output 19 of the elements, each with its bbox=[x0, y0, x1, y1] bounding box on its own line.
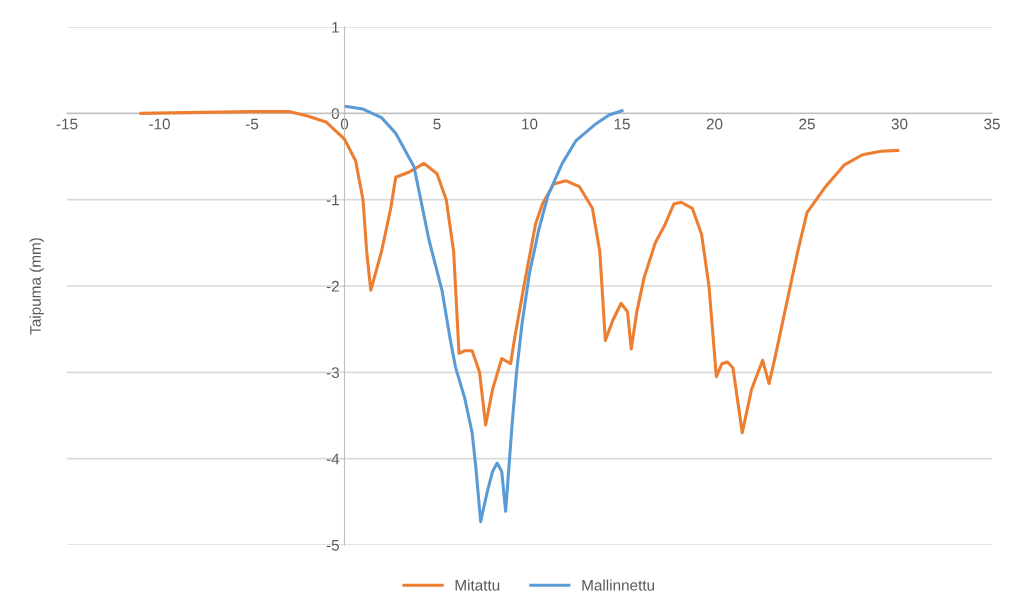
x-tick-label: 35 bbox=[984, 118, 1000, 130]
y-axis-title: Taipuma (mm) bbox=[29, 238, 44, 335]
x-tick-label: 10 bbox=[522, 118, 538, 130]
x-tick-label: -10 bbox=[149, 118, 170, 130]
y-tick-label: -5 bbox=[326, 540, 339, 551]
x-tick-label: 25 bbox=[799, 118, 815, 130]
y-tick-label: -4 bbox=[326, 453, 340, 465]
y-tick-label: 1 bbox=[332, 22, 339, 33]
legend-label: Mitattu bbox=[455, 579, 500, 591]
y-tick-label: -3 bbox=[326, 367, 339, 379]
x-tick-label: -5 bbox=[245, 118, 259, 130]
x-tick-label: 30 bbox=[891, 118, 908, 130]
y-tick-label: -1 bbox=[326, 194, 339, 206]
x-tick-label: 5 bbox=[433, 118, 441, 130]
legend-label: Mallinnettu bbox=[582, 579, 655, 591]
x-tick-label: 15 bbox=[614, 118, 630, 130]
x-tick-label: -15 bbox=[56, 118, 78, 130]
x-tick-label: 20 bbox=[706, 118, 723, 130]
y-tick-label: -2 bbox=[326, 280, 339, 292]
